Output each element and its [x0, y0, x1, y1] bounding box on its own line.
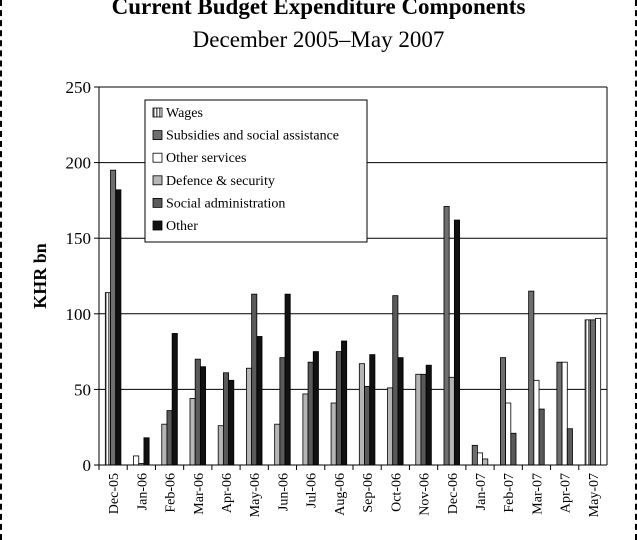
x-tick-label: May-06 — [248, 473, 263, 517]
bar-wages-may-07 — [584, 319, 591, 466]
x-tick-label: Aug-06 — [333, 473, 348, 516]
x-tick-label: Jan-07 — [474, 473, 489, 510]
legend-swatch — [152, 152, 163, 163]
y-tick-label: 50 — [74, 380, 91, 399]
bar-social-administration-sep-06 — [364, 385, 371, 466]
bar-defence-security-jun-06 — [274, 423, 281, 466]
legend-swatch — [152, 197, 163, 208]
bar-other-feb-06 — [171, 333, 178, 466]
bar-other-jul-06 — [312, 351, 319, 466]
bar-other-dec-06 — [453, 219, 460, 466]
bar-other-services-apr-07 — [561, 361, 568, 466]
bar-other-jan-06 — [143, 437, 150, 466]
bar-defence-security-may-06 — [246, 367, 253, 466]
y-axis-label: KHR bn — [30, 243, 50, 309]
x-tick-label: Dec-05 — [107, 473, 122, 514]
x-tick-label: Jun-06 — [276, 473, 291, 511]
legend-label: Other — [166, 219, 198, 234]
bar-defence-security-apr-06 — [217, 425, 224, 466]
legend-label: Social administration — [166, 196, 285, 211]
bar-subsidies-and-social-assistance-mar-07 — [528, 290, 535, 466]
bar-other-mar-06 — [199, 366, 206, 466]
bar-defence-security-aug-06 — [330, 402, 337, 466]
bar-other-dec-05 — [115, 189, 122, 466]
bar-social-administration-apr-07 — [566, 428, 573, 466]
y-tick-label: 0 — [83, 456, 92, 475]
bar-social-administration-nov-06 — [420, 373, 427, 466]
bar-other-aug-06 — [341, 340, 348, 466]
legend-swatch — [152, 107, 163, 118]
legend-label: Other services — [166, 151, 246, 166]
legend-label: Wages — [166, 106, 203, 121]
bar-other-jun-06 — [284, 293, 291, 466]
x-tick-label: Feb-07 — [502, 473, 517, 513]
y-tick-label: 150 — [66, 229, 92, 248]
bar-subsidies-and-social-assistance-feb-07 — [500, 357, 507, 466]
bar-other-services-may-07 — [595, 317, 602, 466]
bar-defence-security-nov-06 — [415, 373, 422, 466]
bar-wages-dec-05 — [104, 292, 111, 466]
chart-subtitle: December 2005–May 2007 — [192, 27, 445, 52]
bar-defence-security-jan-07 — [482, 458, 489, 466]
bar-other-services-jan-06 — [133, 455, 140, 466]
x-tick-label: Oct-06 — [389, 473, 404, 512]
bar-social-administration-apr-06 — [222, 372, 229, 466]
bar-social-administration-jul-06 — [307, 361, 314, 466]
chart-title: Current Budget Expenditure Components — [111, 0, 526, 19]
y-tick-label: 200 — [66, 154, 92, 173]
bar-other-services-mar-07 — [533, 379, 540, 466]
bar-defence-security-sep-06 — [358, 363, 365, 466]
legend-box — [144, 99, 368, 243]
y-tick-label: 100 — [66, 305, 92, 324]
bar-social-administration-feb-06 — [166, 410, 173, 466]
x-tick-label: Apr-06 — [220, 473, 235, 513]
x-tick-label: Apr-07 — [559, 473, 574, 513]
bar-social-administration-mar-07 — [538, 408, 545, 466]
bar-other-oct-06 — [397, 357, 404, 466]
bar-other-sep-06 — [369, 354, 376, 466]
bar-defence-security-oct-06 — [387, 387, 394, 466]
bar-subsidies-and-social-assistance-jan-07 — [471, 444, 478, 466]
x-tick-label: Jul-06 — [305, 473, 320, 508]
x-tick-label: Mar-06 — [192, 473, 207, 515]
x-tick-label: Sep-06 — [361, 473, 376, 513]
x-tick-label: Jan-06 — [135, 473, 150, 510]
bar-other-apr-06 — [228, 379, 235, 466]
bar-subsidies-and-social-assistance-dec-06 — [443, 206, 450, 466]
bar-other-services-feb-07 — [505, 402, 512, 466]
bar-other-nov-06 — [425, 364, 432, 466]
bar-subsidies-and-social-assistance-may-07 — [589, 319, 596, 466]
bar-social-administration-oct-06 — [392, 295, 399, 466]
x-tick-label: Nov-06 — [418, 473, 433, 516]
x-tick-label: Dec-06 — [446, 473, 461, 514]
bar-other-may-06 — [256, 336, 263, 466]
x-tick-label: May-07 — [587, 473, 602, 517]
bar-social-administration-may-06 — [251, 293, 258, 466]
bar-defence-security-dec-06 — [448, 376, 455, 466]
legend-swatch — [152, 220, 163, 231]
legend-swatch — [152, 130, 163, 141]
bar-social-administration-aug-06 — [335, 351, 342, 466]
bar-subsidies-and-social-assistance-apr-07 — [556, 361, 563, 466]
bar-social-administration-feb-07 — [510, 432, 517, 466]
bar-other-services-jan-07 — [476, 452, 483, 466]
bar-subsidies-and-social-assistance-dec-05 — [110, 169, 117, 466]
legend-label: Defence & security — [166, 174, 275, 189]
bar-social-administration-jun-06 — [279, 357, 286, 466]
bar-defence-security-feb-06 — [161, 423, 168, 466]
bar-defence-security-jul-06 — [302, 393, 309, 466]
legend-label: Subsidies and social assistance — [166, 129, 339, 144]
x-tick-label: Mar-07 — [530, 473, 545, 515]
y-tick-label: 250 — [66, 78, 92, 97]
bar-defence-security-mar-06 — [189, 398, 196, 466]
legend-swatch — [152, 175, 163, 186]
x-tick-label: Feb-06 — [164, 473, 179, 513]
bar-social-administration-mar-06 — [194, 358, 201, 466]
